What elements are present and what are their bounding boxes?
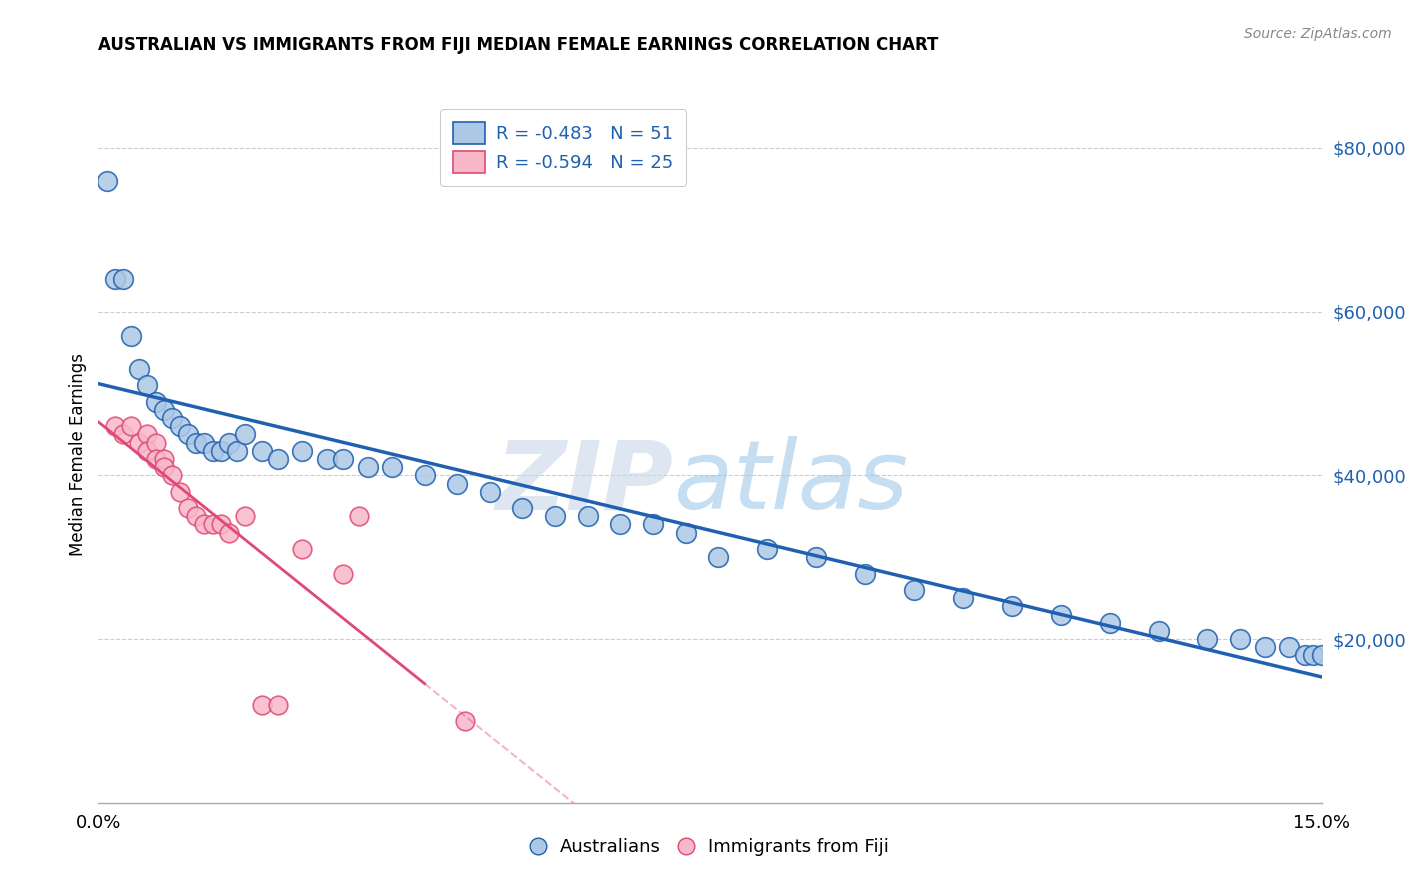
Point [349, 509, 371, 524]
Point [145, 394, 167, 409]
Y-axis label: Median Female Earnings: Median Female Earnings [69, 353, 87, 557]
Point [201, 517, 224, 532]
Point [1049, 607, 1071, 622]
Point [1197, 632, 1219, 646]
Point [177, 501, 200, 516]
Point [512, 501, 534, 516]
Point [1098, 615, 1121, 630]
Point [381, 460, 404, 475]
Point [177, 427, 200, 442]
Point [1278, 640, 1301, 655]
Point [1310, 648, 1333, 663]
Point [152, 403, 174, 417]
Point [707, 550, 730, 565]
Point [111, 272, 134, 286]
Point [1253, 640, 1275, 655]
Point [544, 509, 567, 524]
Text: ZIP: ZIP [495, 436, 673, 529]
Point [169, 484, 191, 499]
Point [1001, 599, 1024, 614]
Point [641, 517, 664, 532]
Point [145, 452, 167, 467]
Point [609, 517, 631, 532]
Text: AUSTRALIAN VS IMMIGRANTS FROM FIJI MEDIAN FEMALE EARNINGS CORRELATION CHART: AUSTRALIAN VS IMMIGRANTS FROM FIJI MEDIA… [98, 36, 939, 54]
Point [128, 435, 150, 450]
Point [218, 435, 240, 450]
Point [413, 468, 436, 483]
Point [675, 525, 697, 540]
Point [332, 566, 354, 581]
Point [804, 550, 827, 565]
Point [250, 443, 273, 458]
Point [186, 435, 208, 450]
Point [136, 378, 159, 392]
Point [1147, 624, 1170, 638]
Point [478, 484, 501, 499]
Point [145, 435, 167, 450]
Text: atlas: atlas [673, 436, 908, 529]
Point [218, 525, 240, 540]
Point [111, 427, 134, 442]
Point [193, 435, 215, 450]
Point [267, 452, 290, 467]
Point [454, 714, 477, 728]
Point [250, 698, 273, 712]
Legend: Australians, Immigrants from Fiji: Australians, Immigrants from Fiji [524, 831, 896, 863]
Point [853, 566, 876, 581]
Point [233, 427, 256, 442]
Point [903, 582, 925, 597]
Point [120, 419, 142, 434]
Point [201, 443, 224, 458]
Point [1294, 648, 1316, 663]
Point [356, 460, 378, 475]
Point [104, 272, 127, 286]
Point [756, 542, 779, 557]
Point [160, 411, 183, 425]
Point [186, 509, 208, 524]
Point [209, 517, 232, 532]
Point [576, 509, 599, 524]
Text: Source: ZipAtlas.com: Source: ZipAtlas.com [1244, 27, 1392, 41]
Point [226, 443, 249, 458]
Point [209, 443, 232, 458]
Point [169, 419, 191, 434]
Point [152, 452, 174, 467]
Point [446, 476, 468, 491]
Point [136, 443, 159, 458]
Point [104, 419, 127, 434]
Point [291, 443, 314, 458]
Point [160, 468, 183, 483]
Point [152, 460, 174, 475]
Point [291, 542, 314, 557]
Point [332, 452, 354, 467]
Point [96, 174, 118, 188]
Point [120, 329, 142, 343]
Point [315, 452, 337, 467]
Point [193, 517, 215, 532]
Point [1229, 632, 1251, 646]
Point [136, 427, 159, 442]
Point [952, 591, 974, 606]
Point [233, 509, 256, 524]
Point [128, 362, 150, 376]
Point [1302, 648, 1324, 663]
Point [267, 698, 290, 712]
